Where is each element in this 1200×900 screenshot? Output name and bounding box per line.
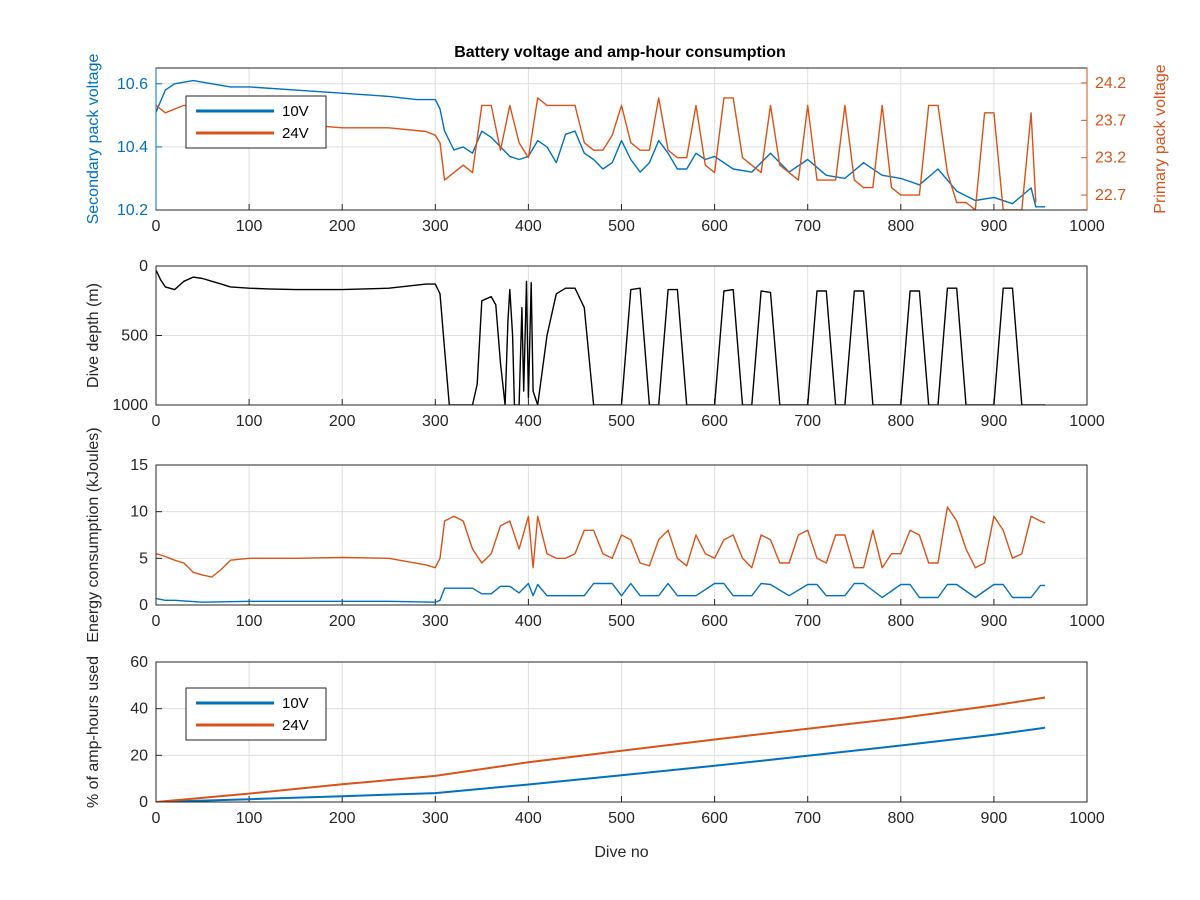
series-line-24v: [156, 506, 1046, 578]
x-tick-label: 300: [422, 413, 449, 430]
y-tick-label: 10.4: [117, 139, 148, 156]
x-tick-label: 700: [794, 218, 821, 235]
x-tick-label: 700: [794, 413, 821, 430]
x-tick-label: 900: [981, 810, 1008, 827]
x-tick-label: 800: [887, 218, 914, 235]
x-tick-label: 400: [515, 218, 542, 235]
y-right-axis-label: Primary pack voltage: [1152, 64, 1169, 213]
x-tick-label: 200: [329, 218, 356, 235]
figure-title: Battery voltage and amp-hour consumption: [454, 44, 786, 61]
x-tick-label: 0: [152, 218, 161, 235]
panel-3: 0 100 200 300 400 500 600 700 800 900 1000 0 5 10 15 En…: [85, 427, 1105, 642]
legend-box: [185, 95, 327, 149]
series-group: [156, 506, 1046, 603]
x-tick-label: 0: [152, 613, 161, 630]
x-tick-label: 800: [887, 413, 914, 430]
y-tick-label: 20: [130, 747, 148, 764]
x-tick-label: 700: [794, 613, 821, 630]
y-tick-label: 10.6: [117, 76, 148, 93]
y-tick-label: 10.2: [117, 202, 148, 219]
y-tick-label: 60: [130, 654, 148, 671]
panel-2: 0 100 200 300 400 500 600 700 800 900 100005001000…: [85, 258, 1105, 430]
x-tick-label: 1000: [1069, 413, 1105, 430]
y-tick-label: 40: [130, 701, 148, 718]
y-tick-label: 10: [130, 504, 148, 521]
x-tick-label: 100: [236, 810, 263, 827]
x-tick-label: 900: [981, 413, 1008, 430]
y-right-tick-label: 24.2: [1095, 75, 1126, 92]
y-tick-label: 5: [139, 550, 148, 567]
x-tick-label: 600: [701, 218, 728, 235]
x-tick-label: 1000: [1069, 218, 1105, 235]
x-tick-label: 600: [701, 810, 728, 827]
panel-4: 0 100 200 300 400 500 600 700 800 900 1000 0 20 40 60%…: [85, 654, 1105, 861]
y-right-tick-label: 23.2: [1095, 150, 1126, 167]
x-tick-label: 200: [329, 810, 356, 827]
y-tick-label: 0: [139, 258, 148, 275]
legend-box: [185, 687, 327, 741]
x-tick-label: 0: [152, 810, 161, 827]
x-tick-label: 200: [329, 413, 356, 430]
y-right-tick-label: 23.7: [1095, 112, 1126, 129]
x-tick-label: 400: [515, 810, 542, 827]
series-line-10v: [156, 582, 1046, 603]
x-tick-label: 300: [422, 810, 449, 827]
series-line-depth: [156, 269, 1046, 405]
x-tick-label: 1000: [1069, 613, 1105, 630]
y-tick-label: 1000: [112, 397, 148, 414]
y-axis-label: % of amp-hours used: [85, 656, 102, 808]
x-tick-label: 400: [515, 613, 542, 630]
x-tick-label: 400: [515, 413, 542, 430]
legend-label-24v: 24V: [282, 125, 309, 142]
x-tick-label: 0: [152, 413, 161, 430]
axes-frame: [155, 265, 1088, 406]
axes-root: 0 100 200 300 400 500 600 700 800 900 100010.210.4…: [85, 54, 1169, 861]
series-line-10v: [156, 726, 1046, 802]
y-tick-label: 500: [121, 328, 148, 345]
x-tick-label: 500: [608, 613, 635, 630]
x-tick-label: 700: [794, 810, 821, 827]
legend-label-24v: 24V: [282, 717, 309, 734]
x-tick-label: 100: [236, 218, 263, 235]
series-line-24v: [156, 696, 1046, 802]
series-group: [156, 269, 1046, 405]
x-tick-label: 500: [608, 218, 635, 235]
y-axis-label: Dive depth (m): [85, 283, 102, 388]
x-tick-label: 800: [887, 613, 914, 630]
axes-frame: [155, 661, 1088, 803]
series-line-10v: [156, 79, 1046, 208]
legend-label-10v: 10V: [282, 695, 309, 712]
x-axis-label: Dive no: [594, 844, 648, 861]
x-tick-label: 1000: [1069, 810, 1105, 827]
y-axis-label: Energy consumption (kJoules): [85, 427, 102, 642]
y-tick-label: 15: [130, 457, 148, 474]
x-tick-label: 500: [608, 413, 635, 430]
legend-label-10v: 10V: [282, 103, 309, 120]
x-tick-label: 900: [981, 218, 1008, 235]
x-tick-label: 100: [236, 613, 263, 630]
y-right-tick-label: 22.7: [1095, 187, 1126, 204]
x-tick-label: 500: [608, 810, 635, 827]
x-tick-label: 100: [236, 413, 263, 430]
y-tick-label: 0: [139, 794, 148, 811]
series-group: [156, 696, 1046, 802]
x-tick-label: 800: [887, 810, 914, 827]
x-tick-label: 300: [422, 613, 449, 630]
series-line-24v: [156, 97, 1037, 210]
x-tick-label: 900: [981, 613, 1008, 630]
x-tick-label: 600: [701, 613, 728, 630]
y-tick-label: 0: [139, 597, 148, 614]
x-tick-label: 300: [422, 218, 449, 235]
series-group: [156, 79, 1046, 210]
x-tick-label: 200: [329, 613, 356, 630]
axes-frame: [155, 464, 1088, 606]
x-tick-label: 600: [701, 413, 728, 430]
panel-1: 0 100 200 300 400 500 600 700 800 900 1000 10.2 10.4…: [85, 54, 1169, 235]
y-axis-label: Secondary pack voltage: [85, 54, 102, 225]
